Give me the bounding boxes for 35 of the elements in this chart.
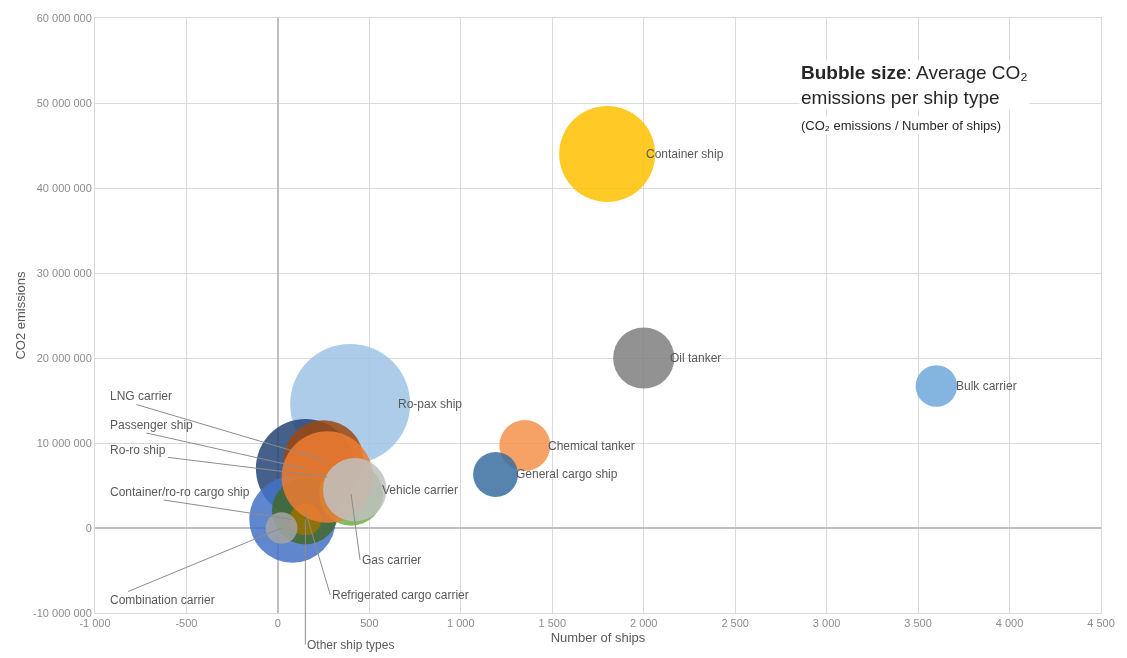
x-tick-label: 4 000 [995,617,1024,630]
x-tick-label: -1 000 [79,617,111,630]
x-axis-title: Number of ships [550,629,646,645]
text: Other ship types [307,638,395,652]
y-tick-label: 60 000 000 [36,11,92,24]
text: Gas carrier [362,553,422,567]
y-tick-label: -10 000 000 [33,606,92,619]
annotation: (CO₂ emissions / Number of ships) [801,118,1002,133]
text: Refrigerated cargo carrier [332,588,469,602]
x-tick-label: 3 500 [904,617,932,630]
text: LNG carrier [110,389,173,403]
series-label: Ro-pax ship [398,397,463,411]
x-tick-label: 4 500 [1087,617,1115,630]
y-tick-label: 20 000 000 [36,351,92,364]
series-label: Container/ro-ro cargo ship [110,485,250,499]
text: Combination carrier [110,593,215,607]
text: Ro-ro ship [110,443,166,457]
y-tick-label: 40 000 000 [36,181,92,194]
series-label: Vehicle carrier [382,483,459,497]
y-tick-label: 10 000 000 [36,436,92,449]
y-tick-label: 0 [85,521,92,534]
x-tick-label: 1 000 [447,617,475,630]
x-tick-label: 2 500 [721,617,749,630]
x-tick-label: 0 [274,617,281,630]
y-axis-title: CO2 emissions [13,270,29,360]
x-tick-label: 2 000 [629,617,658,630]
x-tick-label: -500 [175,617,198,630]
x-tick-label: 1 500 [538,617,567,630]
y-tick-label: 30 000 000 [36,266,92,279]
text: Passenger ship [110,418,194,432]
x-tick-label: 500 [360,617,379,630]
x-tick-label: 3 000 [812,617,841,630]
y-tick-label: 50 000 000 [36,96,92,109]
series-label: Bulk carrier [956,379,1017,393]
annotation: Bubble size: Average CO₂ emissions per ship type [801,62,1028,108]
